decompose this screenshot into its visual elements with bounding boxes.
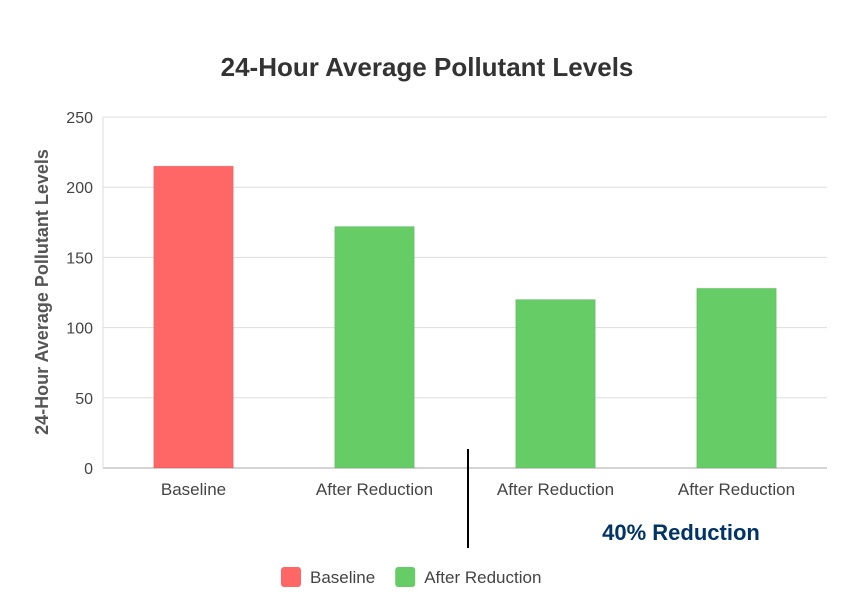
bars: [153, 165, 777, 469]
y-tick-label: 100: [66, 321, 93, 338]
legend-swatch: [281, 567, 301, 587]
y-axis-label: 24-Hour Average Pollutant Levels: [32, 149, 52, 435]
y-tick-label: 250: [66, 110, 93, 127]
bar: [515, 299, 596, 469]
legend-label: Baseline: [310, 568, 375, 587]
y-axis-ticks: 0 50 100 150 200 250: [66, 110, 93, 478]
y-tick-label: 200: [66, 180, 93, 197]
legend-swatch: [395, 567, 416, 587]
x-tick-label: After Reduction: [678, 480, 795, 499]
chart-title: 24-Hour Average Pollutant Levels: [221, 52, 634, 82]
x-tick-label: After Reduction: [316, 480, 433, 499]
bar: [696, 287, 777, 469]
x-tick-label: Baseline: [161, 480, 226, 499]
y-tick-label: 0: [84, 461, 93, 478]
bar: [153, 165, 234, 469]
y-tick-label: 50: [75, 391, 93, 408]
x-tick-label: After Reduction: [497, 480, 614, 499]
reduction-annotation: 40% Reduction: [602, 520, 760, 545]
bar: [334, 226, 415, 469]
legend-label: After Reduction: [424, 568, 541, 587]
y-tick-label: 150: [66, 250, 93, 267]
x-axis-ticks: Baseline After Reduction After Reduction Af…: [161, 480, 795, 499]
legend: Baseline After Reduction: [281, 567, 541, 587]
